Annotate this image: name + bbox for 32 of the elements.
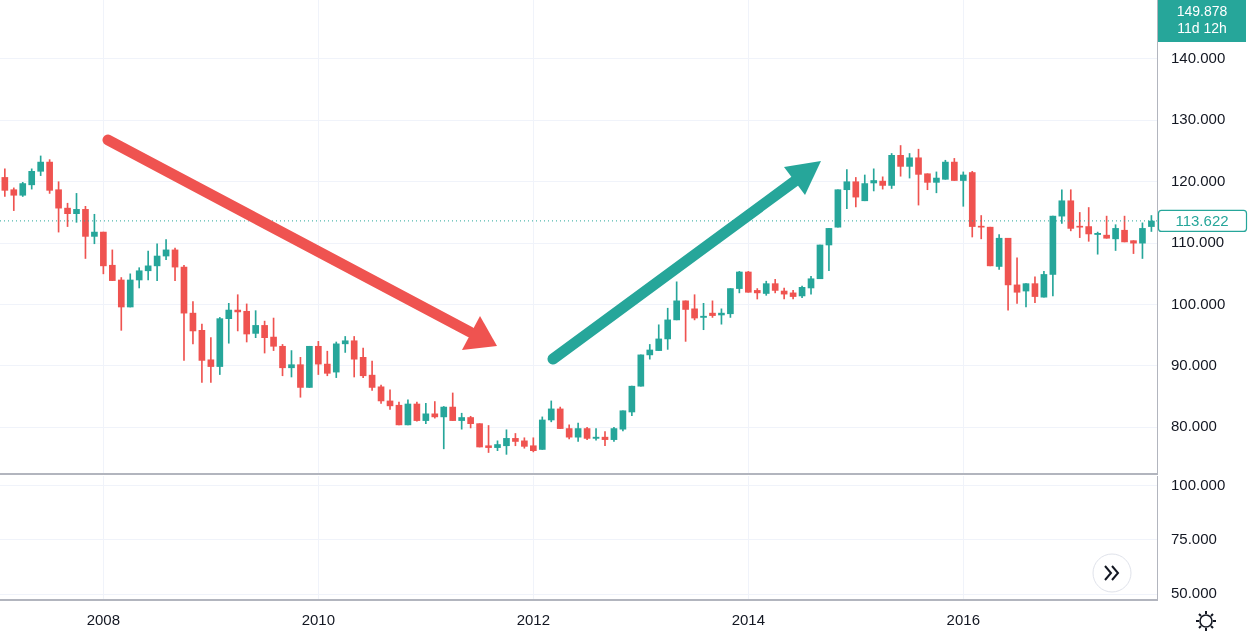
y-tick-label: 140.000 bbox=[1171, 49, 1226, 67]
candlestick bbox=[959, 171, 967, 207]
text: 149.878 bbox=[1176, 2, 1228, 19]
candlestick bbox=[1013, 257, 1021, 304]
candlestick bbox=[592, 428, 600, 441]
ref-line-label: 113.622 bbox=[1175, 212, 1229, 230]
candlestick bbox=[431, 401, 439, 419]
candlestick bbox=[458, 412, 465, 430]
y-tick-label: 100.000 bbox=[1171, 475, 1226, 493]
y-tick-label: 100.000 bbox=[1171, 294, 1226, 312]
candlestick bbox=[843, 169, 851, 210]
x-tick-label: 2010 bbox=[301, 611, 336, 629]
candlestick bbox=[870, 168, 878, 192]
candlestick bbox=[440, 406, 448, 450]
candlestick bbox=[1085, 207, 1093, 242]
candlestick bbox=[207, 337, 215, 383]
y-tick-label: 110.000 bbox=[1171, 233, 1225, 251]
candlestick bbox=[341, 336, 349, 353]
y-tick-label: 90.000 bbox=[1171, 356, 1217, 374]
x-tick-label: 2012 bbox=[516, 611, 551, 629]
y-tick-label: 120.000 bbox=[1171, 171, 1226, 189]
x-tick-label: 2008 bbox=[86, 611, 121, 629]
y-tick-label: 75.000 bbox=[1171, 530, 1217, 548]
y-tick-label: 130.000 bbox=[1171, 110, 1226, 128]
x-tick-label: 2016 bbox=[946, 611, 980, 629]
candlestick bbox=[1076, 212, 1084, 238]
candlestick bbox=[225, 302, 233, 344]
y-tick-label: 80.000 bbox=[1171, 417, 1217, 435]
candlestick bbox=[977, 215, 985, 240]
y-tick-label: 50.000 bbox=[1171, 584, 1217, 602]
x-tick-label: 2014 bbox=[731, 611, 765, 629]
text: 11d 12h bbox=[1177, 19, 1227, 36]
